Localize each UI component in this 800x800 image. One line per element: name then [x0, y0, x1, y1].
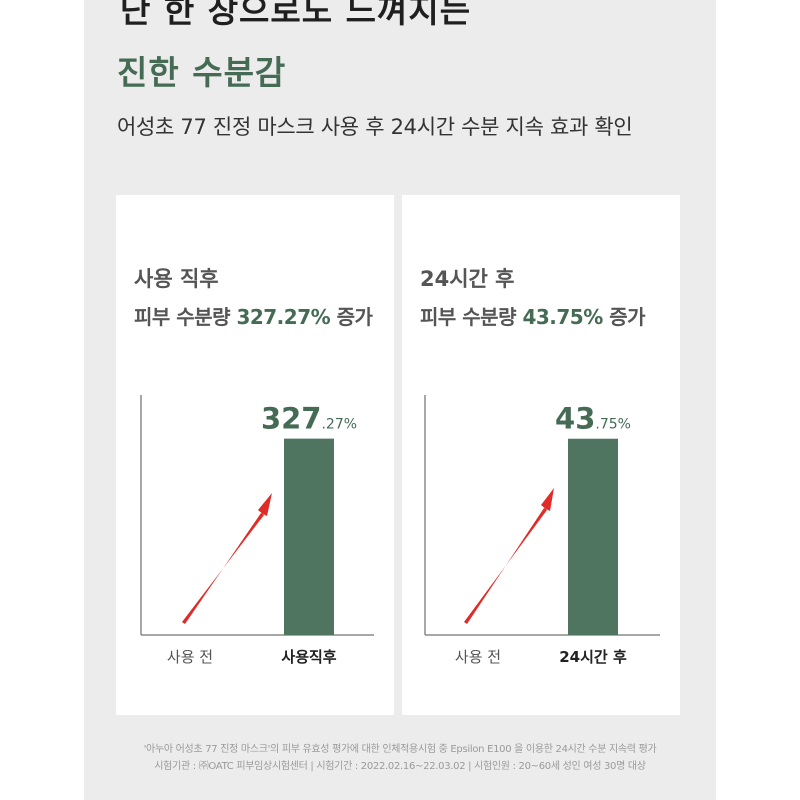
- card-immediate: 사용 직후 피부 수분량 327.27% 증가 327.27% 사용 전 사용직…: [116, 195, 394, 715]
- value-label-major: 327: [261, 402, 322, 436]
- value-label-major: 43: [555, 402, 595, 436]
- x-tick-label: 사용 전: [455, 648, 501, 666]
- desc-value: 43.75%: [522, 305, 603, 329]
- card-description: 피부 수분량 327.27% 증가: [134, 301, 373, 330]
- desc-suffix: 증가: [330, 305, 373, 329]
- subtitle: 어성초 77 진정 마스크 사용 후 24시간 수분 지속 효과 확인: [117, 115, 633, 139]
- trend-arrow-icon: [182, 493, 272, 624]
- value-label-minor: .75%: [595, 417, 631, 433]
- headline-line-2: 진한 수분감: [117, 53, 287, 92]
- bar-after: [284, 438, 334, 635]
- card-24h: 24시간 후 피부 수분량 43.75% 증가 43.75% 사용 전 24시간…: [402, 195, 680, 715]
- value-label: 327.27%: [261, 402, 357, 436]
- desc-prefix: 피부 수분량: [134, 305, 237, 329]
- footnote-line-2: 시험기관 : ㈜OATC 피부임상시험센터 | 시험기간 : 2022.02.1…: [154, 761, 646, 772]
- card-title: 24시간 후: [420, 267, 515, 291]
- card-description: 피부 수분량 43.75% 증가: [420, 301, 646, 330]
- x-tick-label: 24시간 후: [559, 648, 627, 666]
- bar-chart: 43.75% 사용 전 24시간 후: [424, 395, 660, 666]
- x-tick-label: 사용직후: [281, 648, 336, 666]
- bar-chart: 327.27% 사용 전 사용직후: [140, 395, 374, 666]
- headline-line-1: 단 한 장으로도 느껴지는: [120, 0, 472, 30]
- x-tick-label: 사용 전: [167, 648, 213, 666]
- footnote-line-1: '아누아 어성초 77 진정 마스크'의 피부 유효성 평가에 대한 인체적용시…: [143, 744, 657, 755]
- card-title: 사용 직후: [134, 267, 219, 291]
- desc-prefix: 피부 수분량: [420, 305, 523, 329]
- desc-value: 327.27%: [236, 305, 331, 329]
- value-label: 43.75%: [555, 402, 631, 436]
- trend-arrow-icon: [464, 488, 554, 624]
- bar-after: [568, 438, 618, 635]
- value-label-minor: .27%: [321, 417, 357, 433]
- desc-suffix: 증가: [602, 305, 646, 329]
